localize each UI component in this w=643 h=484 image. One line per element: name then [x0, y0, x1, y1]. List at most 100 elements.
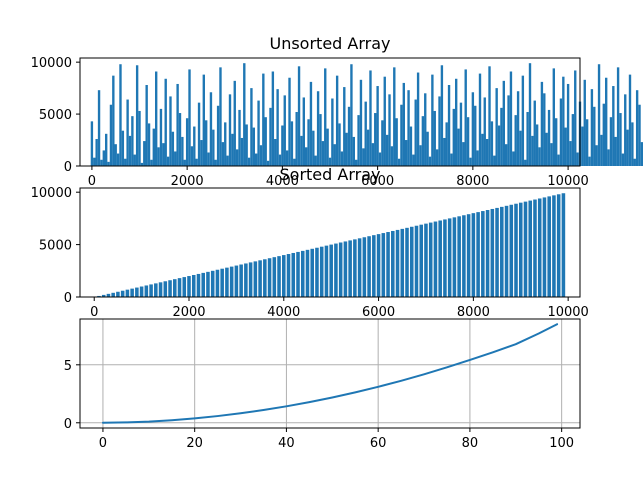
unsorted-array-bar — [295, 112, 298, 166]
line-plot-grid — [80, 319, 580, 428]
unsorted-array-bar — [576, 152, 579, 166]
unsorted-array-bar — [607, 149, 610, 166]
unsorted-array-bar — [555, 118, 558, 166]
unsorted-array-bar — [559, 98, 563, 166]
unsorted-array-bar — [521, 75, 525, 166]
unsorted-array-bar — [531, 135, 534, 166]
sorted-array-bar — [263, 259, 267, 297]
sorted-array-bar — [201, 272, 205, 297]
unsorted-array-bar — [233, 80, 236, 166]
sorted-array-bar — [149, 284, 153, 297]
line-plot-y-tick-label: 0 — [64, 417, 72, 432]
unsorted-array-bar — [535, 124, 539, 166]
sorted-array-x-ticks: 0 2000 4000 6000 8000 10000 — [90, 297, 589, 320]
sorted-array-bar — [315, 247, 319, 297]
unsorted-array-bar — [457, 128, 460, 166]
sorted-array-x-tick-label: 2000 — [172, 305, 205, 320]
unsorted-array-bar — [152, 128, 155, 166]
sorted-array-bar — [533, 199, 537, 297]
unsorted-array-bar — [562, 76, 565, 166]
unsorted-array-bar — [340, 151, 344, 166]
unsorted-array-bar — [488, 66, 491, 166]
sorted-array-bar — [282, 255, 286, 297]
unsorted-array-bar — [314, 155, 317, 166]
unsorted-array-bar — [378, 152, 382, 166]
unsorted-array-bar — [107, 161, 110, 166]
unsorted-array-bar — [483, 97, 486, 166]
unsorted-array-bar — [516, 91, 520, 166]
unsorted-array-bar — [266, 160, 270, 166]
sorted-array-x-tick-label: 4000 — [267, 305, 300, 320]
unsorted-array-bar — [407, 90, 410, 166]
unsorted-array-bar — [271, 71, 275, 166]
line-plot-series — [101, 323, 559, 424]
unsorted-array-bar — [183, 159, 186, 166]
unsorted-array-bar — [343, 87, 346, 166]
sorted-array-bar — [395, 229, 400, 297]
sorted-array-bar — [258, 260, 262, 297]
unsorted-array-bar — [288, 77, 291, 166]
sorted-array-bar — [414, 225, 419, 297]
unsorted-array-bar — [205, 120, 208, 166]
unsorted-array-bar — [526, 112, 529, 166]
sorted-array-bar — [106, 293, 111, 297]
unsorted-array-bar — [285, 150, 289, 166]
sorted-array-bar — [542, 197, 547, 297]
unsorted-array-bar — [321, 141, 325, 166]
sorted-array-bar — [372, 235, 376, 297]
unsorted-array-bar — [459, 102, 463, 166]
unsorted-array-bar — [207, 152, 210, 166]
sorted-array-bar — [485, 210, 490, 297]
unsorted-array-bar — [500, 107, 503, 166]
unsorted-array-bar — [512, 151, 515, 166]
unsorted-array-bar — [597, 64, 601, 166]
unsorted-array-bar — [628, 74, 632, 166]
unsorted-array-bar — [519, 130, 522, 166]
sorted-array-bar — [291, 252, 296, 297]
unsorted-array-bar — [350, 64, 353, 166]
unsorted-array-bar — [528, 63, 532, 166]
line-plot-x-tick-label: 100 — [549, 436, 574, 451]
sorted-array-bar — [447, 218, 452, 297]
unsorted-array-bar — [247, 157, 251, 166]
unsorted-array-bar — [302, 97, 305, 166]
sorted-array-bar — [173, 279, 177, 297]
unsorted-array-bar — [588, 156, 591, 166]
sorted-array-bar — [386, 232, 390, 297]
unsorted-array-bar — [614, 136, 617, 166]
unsorted-array-bar — [269, 107, 272, 166]
sorted-array-bar — [443, 219, 447, 297]
sorted-array-bar — [187, 276, 191, 297]
unsorted-array-y-tick-label: 0 — [64, 160, 72, 175]
unsorted-array-bar — [219, 67, 222, 166]
unsorted-array-bar — [390, 146, 394, 166]
sorted-array-bar — [334, 243, 338, 297]
unsorted-array-bar — [464, 69, 467, 166]
unsorted-array-bar — [133, 154, 136, 166]
unsorted-array-bar — [428, 156, 432, 166]
unsorted-array-bar — [605, 77, 608, 166]
sorted-array-bar — [248, 262, 253, 297]
sorted-array-bar — [177, 278, 182, 297]
unsorted-array-bar — [188, 69, 191, 166]
unsorted-array-bar — [119, 64, 122, 166]
unsorted-array-bar — [338, 123, 341, 166]
unsorted-array-bar — [419, 145, 422, 166]
unsorted-array-bar — [355, 159, 358, 166]
unsorted-array-bar — [114, 144, 117, 166]
unsorted-array-bar — [366, 129, 370, 166]
unsorted-array-bar — [252, 127, 255, 166]
line-plot-x-tick-label: 80 — [462, 436, 479, 451]
unsorted-array-bar — [135, 65, 139, 166]
sorted-array-frame — [79, 187, 581, 298]
unsorted-array-bar — [490, 121, 494, 166]
unsorted-array-x-tick-label: 6000 — [361, 174, 394, 189]
unsorted-array-bar — [421, 116, 425, 166]
unsorted-array-bar — [624, 94, 627, 166]
line-plot-x-tick-label: 20 — [186, 436, 203, 451]
unsorted-array-bar — [474, 105, 477, 166]
unsorted-array-bar — [335, 75, 339, 166]
sorted-array-bar — [168, 280, 172, 297]
unsorted-array-bar — [447, 85, 451, 166]
line-plot-frame — [79, 318, 581, 429]
